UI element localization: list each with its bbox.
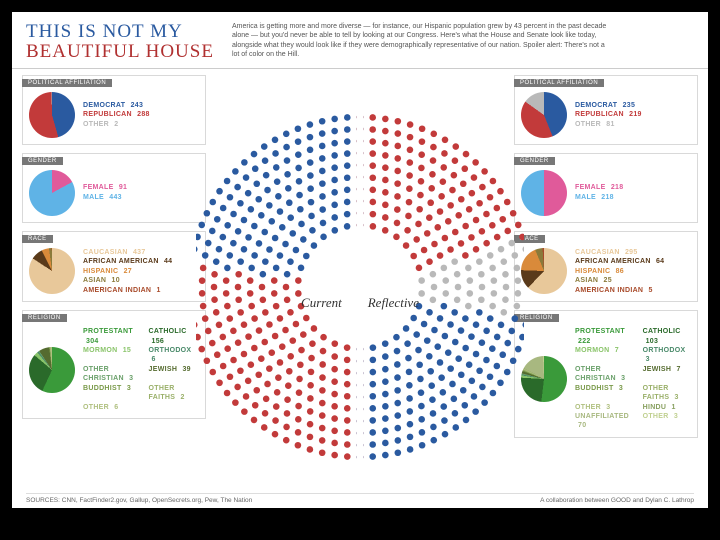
credit: A collaboration between GOOD and Dylan C… bbox=[540, 497, 694, 504]
label-current: Current bbox=[301, 295, 342, 311]
panel-race: RACECAUCASIAN 295AFRICAN AMERICAN 64HISP… bbox=[514, 231, 698, 302]
legend-item: OTHER 6 bbox=[83, 403, 141, 412]
legend-item: OTHER 3 bbox=[643, 412, 691, 431]
legend-item: HINDU 1 bbox=[643, 403, 691, 412]
legend-item: ORTHODOX 6 bbox=[149, 346, 199, 365]
legend-item: JEWISH 39 bbox=[149, 365, 199, 384]
legend-item: CAUCASIAN 295 bbox=[575, 248, 664, 257]
center-labels: Current Reflective bbox=[301, 295, 419, 311]
legend-item: HISPANIC 27 bbox=[83, 267, 172, 276]
legend-item: AFRICAN AMERICAN 64 bbox=[575, 257, 664, 266]
legend: PROTESTANT 222 CATHOLIC 103 MORMON 7 ORTHOD… bbox=[575, 327, 691, 431]
legend-item: AMERICAN INDIAN 1 bbox=[83, 286, 172, 295]
panel-tag: RACE bbox=[22, 235, 53, 243]
panel-gender: GENDER FEMALE 91MALE 443 bbox=[22, 153, 206, 223]
legend-item: OTHER CHRISTIAN 3 bbox=[83, 365, 141, 384]
pie-gender bbox=[521, 170, 567, 216]
legend-item: CATHOLIC 156 bbox=[149, 327, 199, 346]
legend-item: ASIAN 25 bbox=[575, 276, 664, 285]
body: POLITICAL AFFILIATIONDEMOCRAT 243REPUBLI… bbox=[12, 69, 708, 489]
legend: FEMALE 218MALE 218 bbox=[575, 183, 623, 202]
legend-item: DEMOCRAT 235 bbox=[575, 101, 642, 110]
legend: DEMOCRAT 235REPUBLICAN 219OTHER 81 bbox=[575, 101, 642, 129]
legend: PROTESTANT 304 CATHOLIC 156 MORMON 15 ORTHO… bbox=[83, 327, 199, 412]
legend-item: HISPANIC 86 bbox=[575, 267, 664, 276]
legend-item: FEMALE 218 bbox=[575, 183, 623, 192]
legend-item: REPUBLICAN 288 bbox=[83, 110, 150, 119]
legend-item: PROTESTANT 304 bbox=[83, 327, 141, 346]
legend-item: CATHOLIC 103 bbox=[643, 327, 691, 346]
panel-tag: POLITICAL AFFILIATION bbox=[22, 79, 112, 87]
panel-affiliation: POLITICAL AFFILIATION DEMOCRAT 235REPUBLI… bbox=[514, 75, 698, 145]
title-line2: BEAUTIFUL HOUSE bbox=[26, 42, 214, 62]
pie-affiliation bbox=[521, 92, 567, 138]
legend-item: BUDDHIST 3 bbox=[575, 384, 635, 403]
left-column: POLITICAL AFFILIATION DEMOCRAT 243REPUBLI… bbox=[22, 75, 206, 427]
panel-tag: POLITICAL AFFILIATION bbox=[514, 79, 604, 87]
legend-item: OTHER 3 bbox=[575, 403, 635, 412]
legend-item: FEMALE 91 bbox=[83, 183, 127, 192]
label-reflective: Reflective bbox=[368, 295, 419, 311]
legend-item: ORTHODOX 3 bbox=[643, 346, 691, 365]
legend-item: BUDDHIST 3 bbox=[83, 384, 141, 403]
panel-race: RACE CAUCASIAN 437AFRICAN AMERICAN 44HISP… bbox=[22, 231, 206, 302]
legend-item: OTHER CHRISTIAN 3 bbox=[575, 365, 635, 384]
panel-gender: GENDERFEMALE 218MALE 218 bbox=[514, 153, 698, 223]
panel-affiliation: POLITICAL AFFILIATION DEMOCRAT 243REPUBLI… bbox=[22, 75, 206, 145]
legend: DEMOCRAT 243REPUBLICAN 288OTHER 2 bbox=[83, 101, 150, 129]
title: THIS IS NOT MY BEAUTIFUL HOUSE bbox=[26, 22, 214, 62]
sources: SOURCES: CNN, FactFinder2.gov, Gallup, O… bbox=[26, 497, 252, 504]
legend-item: DEMOCRAT 243 bbox=[83, 101, 150, 110]
legend-item: CAUCASIAN 437 bbox=[83, 248, 172, 257]
legend-item: AFRICAN AMERICAN 44 bbox=[83, 257, 172, 266]
legend-item: UNAFFILIATED 70 bbox=[575, 412, 635, 431]
legend-item: OTHER 81 bbox=[575, 120, 642, 129]
legend-item: PROTESTANT 222 bbox=[575, 327, 635, 346]
legend-item: AMERICAN INDIAN 5 bbox=[575, 286, 664, 295]
pie-religion bbox=[29, 347, 75, 393]
infographic-sheet: THIS IS NOT MY BEAUTIFUL HOUSE America i… bbox=[12, 12, 708, 508]
footer: SOURCES: CNN, FactFinder2.gov, Gallup, O… bbox=[26, 493, 694, 504]
pie-affiliation bbox=[29, 92, 75, 138]
legend-item: MORMON 7 bbox=[575, 346, 635, 365]
pie-gender bbox=[29, 170, 75, 216]
pie-race bbox=[29, 248, 75, 294]
panel-religion: RELIGION PROTESTANT 304 CATHOLIC 156 MORMON… bbox=[22, 310, 206, 419]
legend-item: OTHER 2 bbox=[83, 120, 150, 129]
right-column: POLITICAL AFFILIATION DEMOCRAT 235REPUBLI… bbox=[514, 75, 698, 446]
legend-item: ASIAN 10 bbox=[83, 276, 172, 285]
intro-text: America is getting more and more diverse… bbox=[232, 22, 612, 62]
legend-item: OTHER FAITHS 2 bbox=[149, 384, 199, 403]
legend-item: MALE 218 bbox=[575, 193, 623, 202]
legend: CAUCASIAN 295AFRICAN AMERICAN 64HISPANIC… bbox=[575, 248, 664, 295]
legend: CAUCASIAN 437AFRICAN AMERICAN 44HISPANIC… bbox=[83, 248, 172, 295]
hemicycle-chart bbox=[196, 87, 524, 487]
title-line1: THIS IS NOT MY bbox=[26, 22, 214, 42]
panel-tag: GENDER bbox=[22, 157, 63, 165]
panel-tag: RELIGION bbox=[22, 314, 67, 322]
legend-item: MALE 443 bbox=[83, 193, 127, 202]
legend-item: REPUBLICAN 219 bbox=[575, 110, 642, 119]
pie-religion bbox=[521, 356, 567, 402]
page: THIS IS NOT MY BEAUTIFUL HOUSE America i… bbox=[0, 0, 720, 540]
legend-item: JEWISH 7 bbox=[643, 365, 691, 384]
legend-item: MORMON 15 bbox=[83, 346, 141, 365]
header: THIS IS NOT MY BEAUTIFUL HOUSE America i… bbox=[12, 12, 708, 69]
panel-religion: RELIGIONPROTESTANT 222CATHOLIC 103MORMON… bbox=[514, 310, 698, 438]
legend: FEMALE 91MALE 443 bbox=[83, 183, 127, 202]
legend-item: OTHER FAITHS 3 bbox=[643, 384, 691, 403]
pie-race bbox=[521, 248, 567, 294]
